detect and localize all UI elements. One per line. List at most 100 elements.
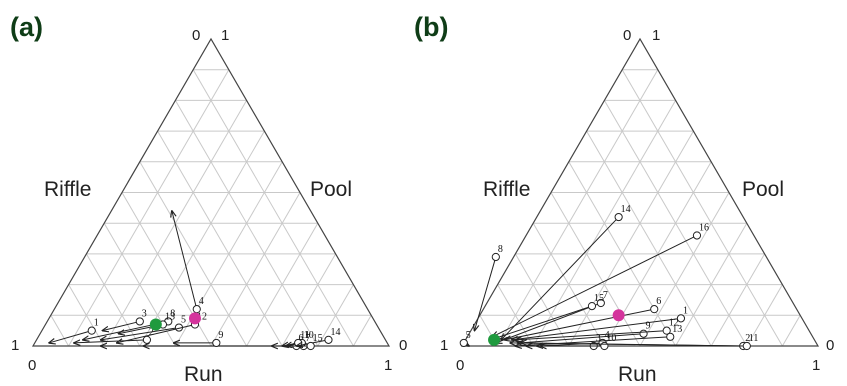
panel-b: (b) 0 1 1 0 0 1 Riffle Pool Run 123 45678… xyxy=(414,12,834,386)
point-label: 8 xyxy=(498,244,503,255)
point-label: 16 xyxy=(699,222,709,233)
grid-line xyxy=(781,315,801,347)
trajectory-arrow xyxy=(172,211,197,306)
grid-line xyxy=(68,284,105,347)
start-point xyxy=(692,231,702,240)
ternary-grid-a xyxy=(50,69,372,347)
grid-line xyxy=(246,222,319,347)
trajectory-arrow xyxy=(490,306,589,340)
grid-line xyxy=(675,222,748,347)
grid-line xyxy=(497,284,534,347)
grid-line xyxy=(192,69,354,347)
corner-top-right-b: 1 xyxy=(652,27,660,44)
point-label: 7 xyxy=(306,333,311,344)
grid-line xyxy=(532,222,605,347)
point-label: 5 xyxy=(466,330,471,341)
triangle-outline xyxy=(460,37,820,347)
magenta-marker xyxy=(612,309,625,322)
axis-label-run-a: Run xyxy=(184,363,223,386)
point-label: 4 xyxy=(199,296,204,307)
corner-bottom-right-inner-b: 1 xyxy=(812,357,820,374)
grid-line xyxy=(514,253,570,347)
corner-bottom-left-inner-a: 0 xyxy=(28,357,36,374)
start-point xyxy=(662,326,671,335)
trajectory-arrow xyxy=(501,219,617,340)
corner-top-right-a: 1 xyxy=(221,27,229,44)
green-marker xyxy=(149,318,162,331)
start-point xyxy=(666,332,675,341)
marker-layer-b xyxy=(488,309,625,346)
point-label: 1 xyxy=(94,318,99,329)
point-label: 12 xyxy=(669,318,679,329)
start-point xyxy=(459,338,468,348)
point-label: 1 xyxy=(683,305,688,316)
panel-label-b: (b) xyxy=(414,12,448,42)
trajectory-arrow xyxy=(74,340,144,343)
axis-label-pool-a: Pool xyxy=(310,178,352,201)
grid-line xyxy=(639,192,730,347)
ternary-triangle-b xyxy=(460,37,820,347)
point-label: 11 xyxy=(749,333,759,344)
grid-line xyxy=(550,192,641,347)
axis-label-run-b: Run xyxy=(618,363,657,386)
grid-line xyxy=(210,192,301,347)
corner-bottom-right-outer-b: 0 xyxy=(826,337,834,354)
point-label: 14 xyxy=(621,204,631,215)
ternary-grid-b xyxy=(479,69,801,347)
corner-top-left-a: 0 xyxy=(192,27,200,44)
panel-label-a: (a) xyxy=(10,12,43,42)
corner-top-left-b: 0 xyxy=(623,27,631,44)
start-point xyxy=(650,305,659,314)
point-label: 4 xyxy=(605,330,610,341)
grid-line xyxy=(586,130,712,347)
point-label: 9 xyxy=(646,321,651,332)
grid-line xyxy=(621,69,783,347)
trajectory-arrow xyxy=(521,333,641,343)
grid-line xyxy=(281,253,337,347)
point-label: 8 xyxy=(170,308,175,319)
trajectory-arrow xyxy=(496,303,598,343)
start-point xyxy=(742,341,751,351)
corner-bottom-left-inner-b: 0 xyxy=(456,357,464,374)
trajectory-arrow xyxy=(492,236,694,337)
start-point xyxy=(676,314,686,323)
trajectory-arrow xyxy=(102,321,137,330)
trajectory-arrow xyxy=(101,327,176,340)
grid-line xyxy=(139,130,265,347)
grid-line xyxy=(497,69,659,347)
point-label: 12 xyxy=(197,312,207,323)
axis-label-riffle-a: Riffle xyxy=(44,178,91,201)
grid-line xyxy=(157,130,283,347)
start-point xyxy=(87,326,96,335)
magenta-marker xyxy=(188,312,201,325)
point-label: 13 xyxy=(672,324,682,335)
corner-bottom-left-outer-b: 1 xyxy=(440,337,448,354)
trajectory-arrow xyxy=(474,260,496,330)
corner-bottom-right-outer-a: 0 xyxy=(399,337,407,354)
point-label: 15 xyxy=(594,293,604,304)
point-label: 3 xyxy=(142,308,147,319)
trajectory-arrow xyxy=(117,324,192,343)
panel-a: (a) 0 1 1 0 0 1 Riffle Pool Run 12 3 4 5 67 8… xyxy=(10,12,407,386)
green-marker xyxy=(488,333,501,346)
trajectory-arrow xyxy=(515,336,667,346)
axis-label-pool-b: Pool xyxy=(742,178,784,201)
start-point xyxy=(596,298,605,308)
point-label: 10 xyxy=(606,333,616,344)
axis-label-riffle-b: Riffle xyxy=(483,178,530,201)
grid-line xyxy=(317,284,354,347)
start-point xyxy=(324,335,333,344)
point-label: 10 xyxy=(304,330,314,341)
trajectory-arrow xyxy=(49,331,89,343)
trajectory-arrow xyxy=(505,309,651,340)
grid-line xyxy=(352,315,372,347)
trajectory-arrow xyxy=(510,343,744,347)
point-label: 14 xyxy=(330,327,340,338)
grid-line xyxy=(710,253,766,347)
grid-line xyxy=(746,284,783,347)
point-label: 5 xyxy=(181,315,186,326)
point-label: 9 xyxy=(218,330,223,341)
